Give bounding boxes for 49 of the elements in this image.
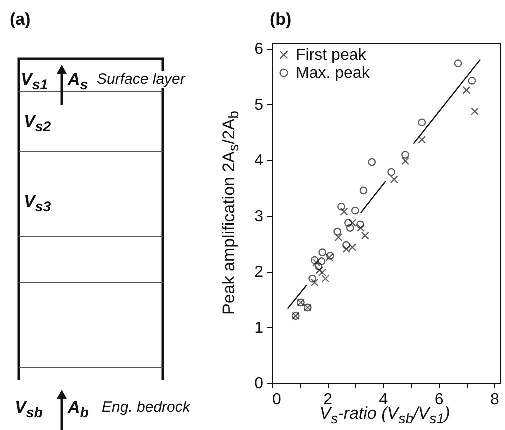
y-tick-label: 2 (254, 264, 264, 282)
text: V$_{s3}$ (24, 192, 52, 216)
point (356, 220, 364, 229)
point (454, 60, 462, 68)
point (346, 224, 354, 232)
point (312, 258, 320, 267)
point (316, 266, 324, 274)
point (368, 158, 376, 166)
point (338, 202, 346, 211)
point (308, 274, 317, 283)
chart-title: (b) (270, 10, 292, 30)
text: (a) (10, 10, 31, 30)
text: V$_{sb}$ (15, 398, 43, 422)
point (418, 118, 426, 127)
point (318, 258, 326, 266)
point (310, 256, 319, 264)
point (351, 206, 360, 215)
point (390, 176, 398, 184)
point (322, 274, 330, 283)
legend-label: First peak (296, 47, 368, 64)
point (418, 136, 426, 144)
y-tick-label: 1 (254, 320, 264, 337)
text: A$_{b}$ (68, 398, 89, 422)
y-tick-label: 5 (254, 96, 264, 114)
text: Eng. bedrock (102, 399, 192, 416)
point (360, 186, 368, 195)
point (388, 168, 396, 176)
point (318, 268, 327, 277)
text: Surface layer (97, 71, 188, 88)
text: V$_{s2}$ (24, 112, 52, 136)
x-tick-label: 8 (490, 392, 500, 408)
text: A$_{s}$ (68, 70, 88, 94)
point (462, 86, 471, 94)
y-tick-label: 3 (254, 208, 264, 226)
point (310, 278, 319, 287)
x-tick-label: 0 (272, 392, 282, 408)
point (468, 76, 476, 85)
point (340, 208, 348, 216)
point (314, 262, 323, 270)
y-tick-label: 6 (254, 41, 264, 58)
point (361, 232, 370, 240)
point (344, 219, 352, 227)
point (471, 108, 479, 116)
y-tick-label: 0 (254, 376, 264, 392)
point (357, 224, 365, 232)
text: V$_{s1}$ (21, 70, 48, 94)
y-tick-label: 4 (254, 152, 264, 170)
point (348, 219, 357, 227)
legend-label: Max. peak (296, 65, 371, 82)
